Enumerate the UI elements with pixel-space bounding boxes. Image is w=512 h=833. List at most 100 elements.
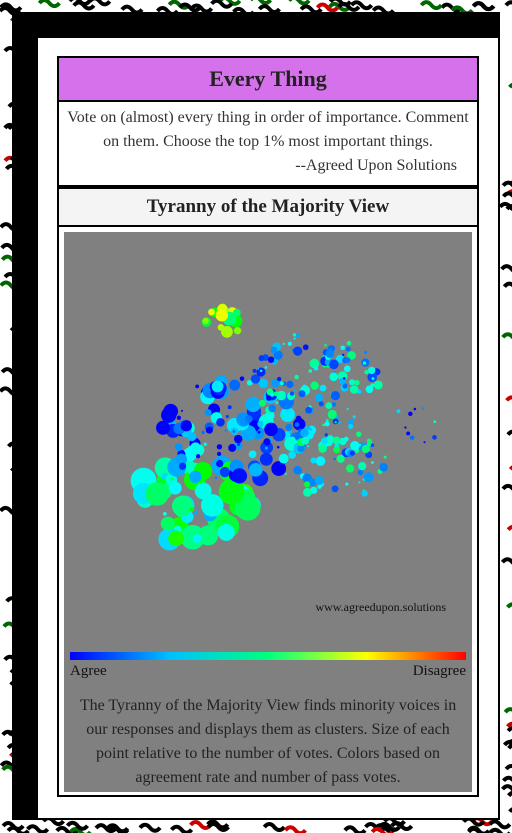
cluster-plot xyxy=(130,303,437,551)
squiggle xyxy=(506,721,512,728)
squiggle xyxy=(337,1,361,12)
cluster-point xyxy=(194,482,212,500)
cluster-point xyxy=(297,444,305,453)
squiggle xyxy=(350,0,374,11)
squiggle xyxy=(506,524,512,532)
cluster-point xyxy=(189,470,202,484)
cluster-point xyxy=(334,421,337,424)
cluster-point xyxy=(307,445,310,448)
cluster-point xyxy=(343,436,349,442)
cluster-point xyxy=(232,308,241,317)
squiggle xyxy=(69,827,92,833)
cluster-point xyxy=(404,426,407,429)
cluster-point xyxy=(278,453,289,464)
cluster-point xyxy=(289,391,295,396)
cluster-point xyxy=(263,438,271,446)
color-scale xyxy=(70,652,466,660)
cluster-point xyxy=(264,366,268,369)
squiggle xyxy=(506,429,512,436)
squiggle xyxy=(299,4,323,15)
squiggle xyxy=(374,823,398,833)
squiggle xyxy=(68,0,92,6)
squiggle xyxy=(501,483,512,491)
cluster-point xyxy=(174,443,183,451)
cluster-point xyxy=(273,391,279,397)
cluster-point xyxy=(257,430,261,434)
cluster-point xyxy=(310,486,318,494)
cluster-point xyxy=(371,377,375,380)
cluster-point xyxy=(358,462,367,471)
cluster-point xyxy=(252,368,257,373)
cluster-point xyxy=(349,385,359,394)
attribution: --Agreed Upon Solutions xyxy=(295,157,457,174)
squiggle xyxy=(206,821,230,832)
cluster-point xyxy=(344,357,351,364)
cluster-point xyxy=(251,396,257,402)
cluster-point xyxy=(303,487,312,497)
cluster-point xyxy=(195,384,200,389)
cluster-point xyxy=(227,405,232,410)
squiggle xyxy=(506,602,512,609)
cluster-point xyxy=(270,346,278,354)
cluster-point xyxy=(180,420,192,432)
squiggle xyxy=(37,0,61,9)
frame: Every Thing Vote on (almost) every thing… xyxy=(12,12,500,820)
squiggle xyxy=(167,0,191,10)
squiggle xyxy=(472,1,496,12)
cluster-point xyxy=(357,469,364,476)
cluster-point xyxy=(218,478,245,505)
squiggle xyxy=(138,822,162,833)
squiggle xyxy=(501,180,512,188)
cluster-point xyxy=(259,369,263,373)
cluster-point xyxy=(214,476,218,480)
cluster-point xyxy=(239,376,245,381)
cluster-point xyxy=(305,406,312,414)
cluster-point xyxy=(346,340,352,346)
cluster-point xyxy=(211,380,224,393)
cluster-point xyxy=(348,419,355,426)
squiggle xyxy=(315,2,339,13)
squiggle xyxy=(26,824,50,833)
cluster-point xyxy=(413,407,417,411)
cluster-point xyxy=(343,365,351,373)
squiggle xyxy=(419,0,443,11)
cluster-point xyxy=(331,402,337,407)
cluster-point xyxy=(160,516,175,531)
cluster-point xyxy=(361,490,368,497)
cluster-point xyxy=(201,430,205,435)
cluster-point xyxy=(284,472,288,476)
squiggle xyxy=(190,3,214,14)
cluster-point xyxy=(370,383,375,388)
cluster-point xyxy=(245,396,261,413)
cluster-point xyxy=(314,475,324,485)
cluster-point xyxy=(294,422,300,427)
description: The Tyranny of the Majority View finds m… xyxy=(79,697,457,786)
cluster-point xyxy=(259,452,273,466)
cluster-point xyxy=(363,472,374,483)
cluster-point xyxy=(175,453,188,466)
watermark: www.agreedupon.solutions xyxy=(315,600,446,614)
cluster-point xyxy=(356,431,362,437)
cluster-point xyxy=(224,429,227,432)
cluster-point xyxy=(329,359,339,370)
squiggle xyxy=(506,726,512,733)
cluster-point xyxy=(268,404,277,413)
cluster-point xyxy=(349,450,355,456)
cluster-point xyxy=(331,485,339,493)
cluster-point xyxy=(293,389,297,392)
cluster-point xyxy=(163,512,167,516)
cluster-point xyxy=(287,341,292,346)
squiggle xyxy=(94,823,118,833)
cluster-point xyxy=(193,510,199,515)
cluster-point xyxy=(309,358,320,369)
cluster-point xyxy=(358,481,361,484)
cluster-point xyxy=(365,385,374,394)
cluster-point xyxy=(229,379,241,391)
cluster-point xyxy=(168,530,184,547)
cluster-point xyxy=(357,389,362,394)
cluster-point xyxy=(280,407,296,423)
cluster-point xyxy=(285,423,293,431)
squiggle xyxy=(440,2,464,13)
cluster-point xyxy=(203,442,207,446)
cluster-point xyxy=(202,317,209,325)
